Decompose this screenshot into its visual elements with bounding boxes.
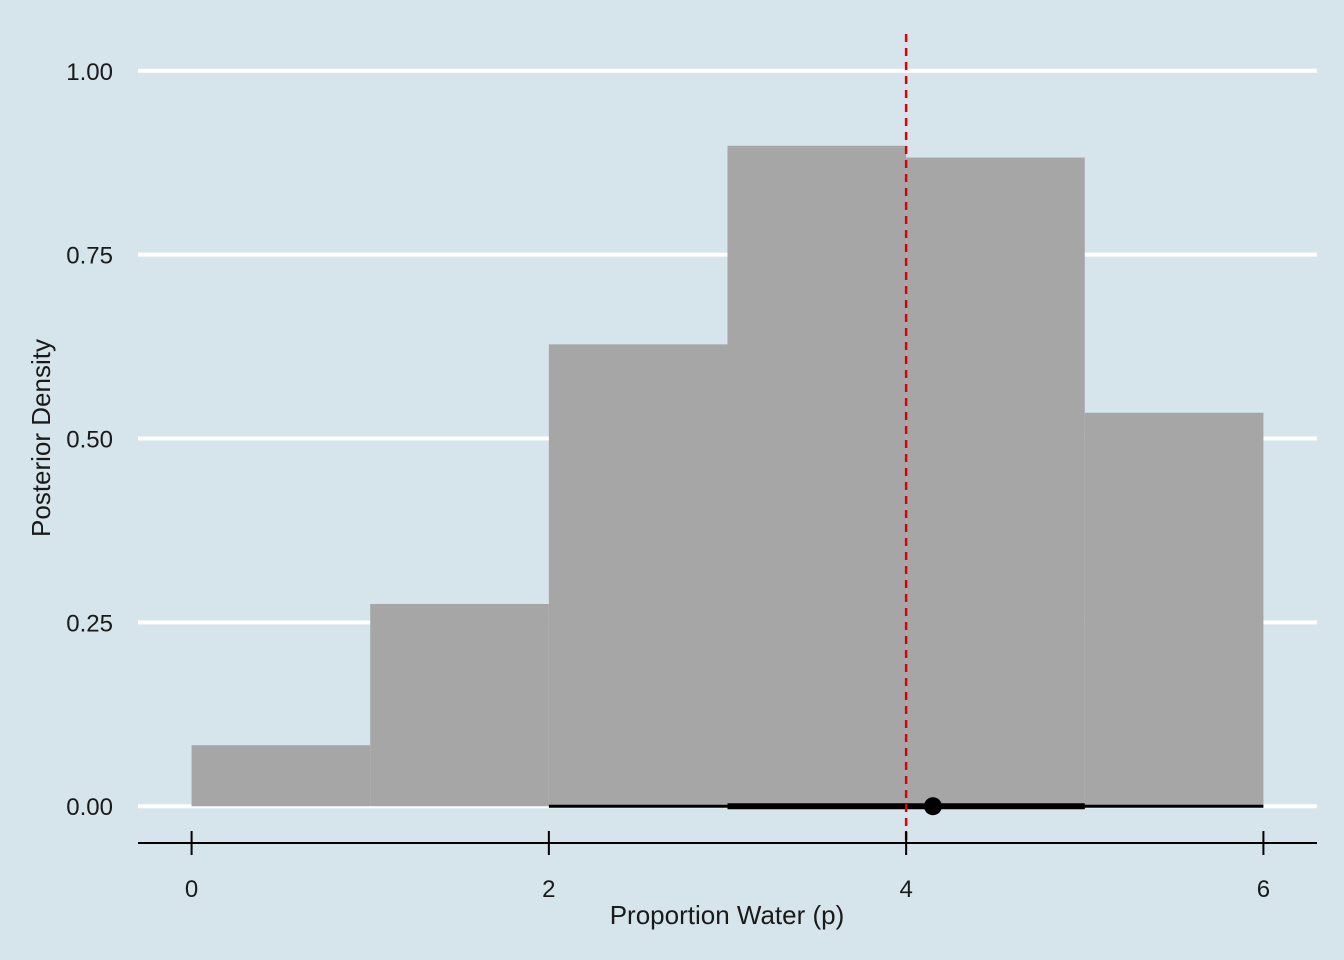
y-tick-label: 1.00 <box>66 59 113 86</box>
histogram-bar <box>370 603 549 807</box>
histogram-bar <box>1084 412 1264 807</box>
x-axis-title: Proportion Water (p) <box>610 900 845 930</box>
x-tick-label: 0 <box>185 876 198 903</box>
y-axis-title: Posterior Density <box>26 339 56 537</box>
y-tick-label: 0.50 <box>66 427 113 454</box>
y-tick-label: 0.25 <box>66 610 113 637</box>
y-tick-label: 0.75 <box>66 243 113 270</box>
y-tick-labels: 0.00 0.25 0.50 0.75 1.00 <box>66 59 113 821</box>
y-tick-label: 0.00 <box>66 794 113 821</box>
histogram-bar <box>727 145 907 807</box>
histogram-bar <box>906 157 1085 807</box>
x-axis: 0 2 4 6 <box>138 831 1317 903</box>
histogram-bars <box>191 145 1264 807</box>
x-tick-label: 2 <box>542 876 555 903</box>
histogram-bar <box>548 344 728 807</box>
point-estimate <box>923 797 942 816</box>
histogram-bar <box>191 745 371 807</box>
x-tick-label: 6 <box>1257 876 1270 903</box>
x-tick-label: 4 <box>899 876 912 903</box>
